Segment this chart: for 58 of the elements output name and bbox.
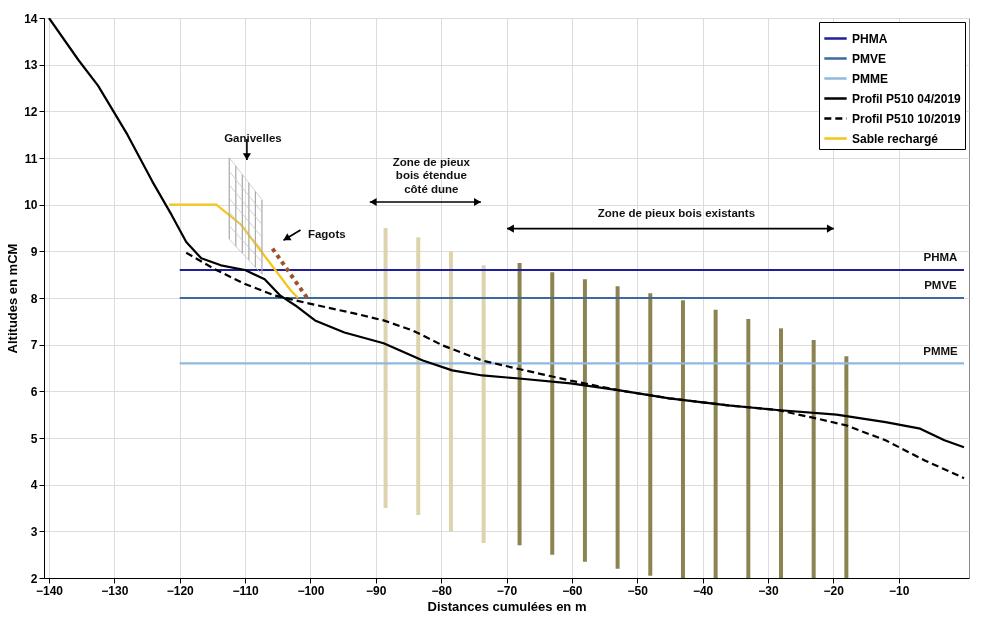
annotation: Ganivelles bbox=[224, 132, 282, 145]
bar bbox=[779, 328, 783, 578]
y-axis-title: Altitudes en mCM bbox=[5, 243, 21, 354]
bar bbox=[811, 340, 816, 578]
y-tick-label: 3 bbox=[30, 524, 38, 539]
legend-label: Profil P510 04/2019 bbox=[852, 91, 962, 106]
x-tick-label: −10 bbox=[888, 583, 910, 598]
bar bbox=[517, 263, 522, 546]
x-tick-label: −90 bbox=[366, 583, 387, 598]
y-tick-label: 11 bbox=[24, 151, 38, 166]
annotation: PMME bbox=[923, 344, 959, 357]
y-tick-label: 14 bbox=[24, 11, 38, 26]
bar bbox=[383, 228, 388, 508]
bar bbox=[648, 293, 653, 576]
y-tick-label: 9 bbox=[30, 244, 38, 259]
legend-label: PMME bbox=[852, 71, 888, 86]
legend-label: Sable rechargé bbox=[852, 131, 939, 146]
annotation: PMVE bbox=[924, 279, 958, 292]
line-series bbox=[168, 203, 300, 300]
x-tick-label: −20 bbox=[823, 583, 845, 598]
y-tick-label: 8 bbox=[30, 291, 38, 306]
x-tick-label: −100 bbox=[297, 583, 325, 598]
y-tick-label: 5 bbox=[30, 431, 38, 446]
y-tick-label: 13 bbox=[24, 58, 38, 73]
legend-label: PHMA bbox=[852, 31, 888, 46]
y-tick-label: 10 bbox=[24, 198, 38, 213]
x-tick-label: −70 bbox=[496, 583, 518, 598]
bar bbox=[746, 319, 751, 578]
y-tick-label: 6 bbox=[30, 384, 38, 399]
x-tick-label: −110 bbox=[232, 583, 260, 598]
legend-label: Profil P510 10/2019 bbox=[852, 111, 962, 126]
annotation: Fagots bbox=[307, 228, 346, 240]
x-tick-label: −60 bbox=[562, 583, 583, 598]
x-tick-label: −130 bbox=[101, 583, 129, 598]
y-tick-label: 7 bbox=[30, 338, 38, 353]
bar bbox=[448, 251, 453, 532]
bar bbox=[615, 286, 620, 569]
annotation: PHMA bbox=[923, 251, 958, 264]
y-tick-label: 2 bbox=[30, 571, 38, 586]
annotation: Zone de pieux bois étendue côté dune bbox=[392, 155, 471, 195]
annotation: Zone de pieux bois existants bbox=[597, 207, 756, 219]
bar bbox=[680, 300, 685, 578]
bar bbox=[416, 237, 421, 515]
bar bbox=[713, 309, 718, 578]
x-tick-label: −120 bbox=[166, 583, 195, 598]
legend-label: PMVE bbox=[852, 51, 887, 66]
bar bbox=[550, 272, 555, 555]
y-tick-label: 4 bbox=[30, 478, 38, 493]
y-tick-label: 12 bbox=[24, 104, 38, 119]
bar bbox=[481, 265, 486, 543]
bar bbox=[844, 356, 849, 578]
x-tick-label: −30 bbox=[758, 583, 779, 598]
x-tick-label: −80 bbox=[431, 583, 453, 598]
x-tick-label: −50 bbox=[627, 583, 649, 598]
x-axis-title: Distances cumulées en m bbox=[427, 598, 587, 614]
x-tick-label: −40 bbox=[692, 583, 714, 598]
bar bbox=[582, 279, 587, 562]
x-tick-label: −140 bbox=[35, 583, 64, 598]
